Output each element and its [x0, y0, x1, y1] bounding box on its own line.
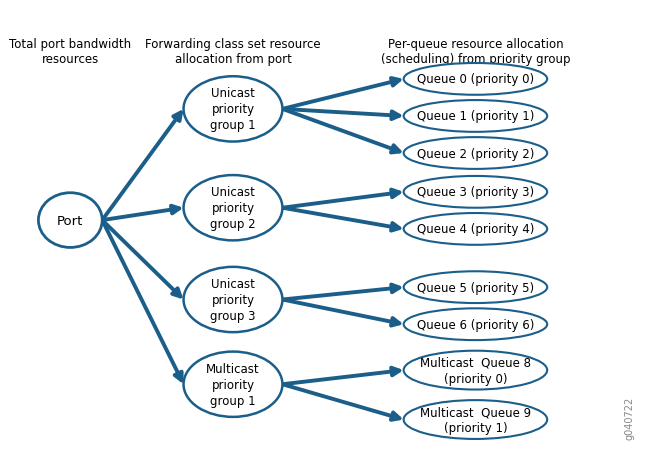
- Text: Per-queue resource allocation
(scheduling) from priority group: Per-queue resource allocation (schedulin…: [381, 38, 570, 65]
- Text: Unicast
priority
group 2: Unicast priority group 2: [210, 186, 256, 231]
- Ellipse shape: [404, 272, 547, 303]
- Ellipse shape: [404, 351, 547, 390]
- Text: Multicast  Queue 9
(priority 1): Multicast Queue 9 (priority 1): [420, 405, 531, 434]
- Text: Queue 3 (priority 3): Queue 3 (priority 3): [417, 186, 534, 199]
- Text: Queue 6 (priority 6): Queue 6 (priority 6): [417, 318, 534, 331]
- Text: Port: Port: [57, 214, 83, 227]
- Text: Queue 1 (priority 1): Queue 1 (priority 1): [417, 110, 534, 123]
- Ellipse shape: [184, 77, 283, 142]
- Ellipse shape: [404, 309, 547, 340]
- Ellipse shape: [404, 138, 547, 169]
- Text: Unicast
priority
group 1: Unicast priority group 1: [210, 87, 256, 132]
- Ellipse shape: [404, 400, 547, 439]
- Text: g040722: g040722: [625, 396, 635, 439]
- Ellipse shape: [184, 267, 283, 332]
- Ellipse shape: [38, 194, 102, 248]
- Text: Multicast
priority
group 1: Multicast priority group 1: [206, 362, 260, 407]
- Ellipse shape: [404, 176, 547, 208]
- Text: Queue 4 (priority 4): Queue 4 (priority 4): [417, 223, 534, 236]
- Text: Unicast
priority
group 3: Unicast priority group 3: [210, 277, 256, 322]
- Ellipse shape: [404, 64, 547, 95]
- Text: Queue 5 (priority 5): Queue 5 (priority 5): [417, 281, 534, 294]
- Ellipse shape: [404, 101, 547, 132]
- Ellipse shape: [184, 175, 283, 241]
- Text: Queue 2 (priority 2): Queue 2 (priority 2): [417, 147, 534, 160]
- Text: Total port bandwidth
resources: Total port bandwidth resources: [9, 38, 132, 65]
- Ellipse shape: [184, 352, 283, 417]
- Ellipse shape: [404, 213, 547, 245]
- Text: Multicast  Queue 8
(priority 0): Multicast Queue 8 (priority 0): [420, 356, 531, 385]
- Text: Forwarding class set resource
allocation from port: Forwarding class set resource allocation…: [145, 38, 321, 65]
- Text: Queue 0 (priority 0): Queue 0 (priority 0): [417, 73, 534, 86]
